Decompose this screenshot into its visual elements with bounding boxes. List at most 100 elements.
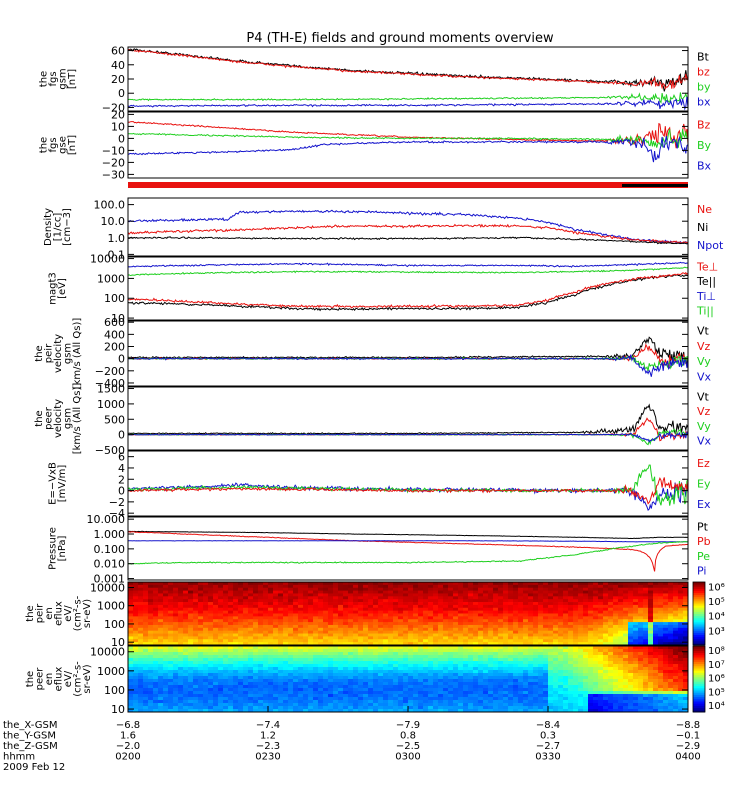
spectrogram-cell (628, 658, 634, 662)
spectrogram-cell (298, 649, 304, 653)
spectrogram-cell (553, 694, 559, 698)
spectrogram-cell (673, 636, 679, 640)
spectrogram-cell (283, 703, 289, 707)
spectrogram-cell (563, 622, 569, 626)
spectrogram-cell (638, 624, 644, 629)
spectrogram-cell (368, 616, 374, 620)
spectrogram-cell (133, 661, 139, 665)
spectrogram-cell (363, 639, 369, 643)
spectrogram-cell (543, 596, 549, 600)
spectrogram-cell (558, 639, 564, 643)
spectrogram-cell (503, 627, 509, 632)
spectrogram-cell (143, 694, 149, 698)
spectrogram-cell (543, 646, 549, 650)
spectrogram-cell (393, 599, 399, 603)
spectrogram-cell (213, 613, 219, 617)
spectrogram-cell (598, 619, 604, 623)
spectrogram-cell (218, 661, 224, 665)
spectrogram-cell (163, 661, 169, 665)
spectrogram-cell (408, 593, 414, 597)
spectrogram-cell (393, 622, 399, 626)
spectrogram-cell (333, 673, 339, 677)
spectrogram-cell (153, 691, 159, 695)
spectrogram-cell (483, 676, 489, 680)
spectrogram-cell (468, 685, 474, 689)
spectrogram-cell (238, 652, 244, 656)
spectrogram-cell (223, 642, 229, 646)
spectrogram-cell (258, 613, 264, 617)
spectrogram-cell (338, 679, 344, 683)
spectrogram-cell (158, 633, 164, 637)
spectrogram-cell (183, 673, 189, 677)
spectrogram-cell (153, 616, 159, 620)
spectrogram-cell (533, 709, 539, 713)
spectrogram-cell (548, 709, 554, 713)
spectrogram-cell (223, 661, 229, 665)
spectrogram-cell (423, 655, 429, 659)
spectrogram-cell (188, 616, 194, 620)
spectrogram-cell (288, 688, 294, 692)
spectrogram-cell (428, 652, 434, 656)
spectrogram-cell (493, 636, 499, 640)
spectrogram-cell (253, 602, 259, 606)
spectrogram-cell (263, 599, 269, 603)
spectrogram-cell (338, 627, 344, 632)
spectrogram-cell (643, 630, 649, 634)
spectrogram-cell (413, 582, 419, 586)
spectrogram-cell (628, 619, 634, 623)
y-axis-label: gsm (63, 343, 74, 364)
spectrogram-cell (358, 685, 364, 689)
spectrogram-cell (328, 700, 334, 704)
spectrogram-cell (398, 599, 404, 603)
spectrogram-cell (588, 655, 594, 659)
spectrogram-cell (558, 676, 564, 680)
spectrogram-cell (628, 691, 634, 695)
spectrogram-cell (298, 622, 304, 626)
spectrogram-cell (378, 685, 384, 689)
spectrogram-cell (133, 639, 139, 643)
spectrogram-cell (153, 649, 159, 653)
spectrogram-cell (238, 590, 244, 594)
spectrogram-cell (228, 667, 234, 671)
spectrogram-cell (548, 630, 554, 634)
spectrogram-cell (563, 670, 569, 674)
spectrogram-cell (538, 664, 544, 668)
spectrogram-cell (478, 700, 484, 704)
spectrogram-cell (628, 706, 634, 710)
spectrogram-cell (383, 633, 389, 637)
spectrogram-cell (338, 700, 344, 704)
spectrogram-cell (678, 639, 684, 643)
spectrogram-cell (428, 688, 434, 692)
spectrogram-cell (168, 667, 174, 671)
spectrogram-cell (523, 697, 529, 701)
spectrogram-cell (438, 688, 444, 692)
spectrogram-cell (423, 706, 429, 710)
spectrogram-cell (378, 688, 384, 692)
spectrogram-cell (453, 682, 459, 686)
spectrogram-cell (468, 649, 474, 653)
spectrogram-cell (533, 587, 539, 591)
spectrogram-cell (483, 691, 489, 695)
spectrogram-cell (638, 604, 644, 609)
spectrogram-cell (388, 607, 394, 612)
spectrogram-cell (543, 664, 549, 668)
spectrogram-cell (243, 652, 249, 656)
spectrogram-cell (633, 590, 639, 594)
spectrogram-cell (353, 642, 359, 646)
spectrogram-cell (203, 670, 209, 674)
spectrogram-cell (363, 619, 369, 623)
spectrogram-cell (328, 658, 334, 662)
spectrogram-cell (588, 697, 594, 701)
spectrogram-cell (238, 700, 244, 704)
spectrogram-cell (308, 697, 314, 701)
spectrogram-cell (198, 700, 204, 704)
spectrogram-cell (648, 639, 654, 643)
spectrogram-cell (423, 619, 429, 623)
spectrogram-cell (488, 593, 494, 597)
spectrogram-cell (198, 667, 204, 671)
spectrogram-cell (588, 706, 594, 710)
spectrogram-cell (598, 697, 604, 701)
spectrogram-cell (293, 658, 299, 662)
spectrogram-cell (403, 652, 409, 656)
spectrogram-cell (243, 627, 249, 632)
